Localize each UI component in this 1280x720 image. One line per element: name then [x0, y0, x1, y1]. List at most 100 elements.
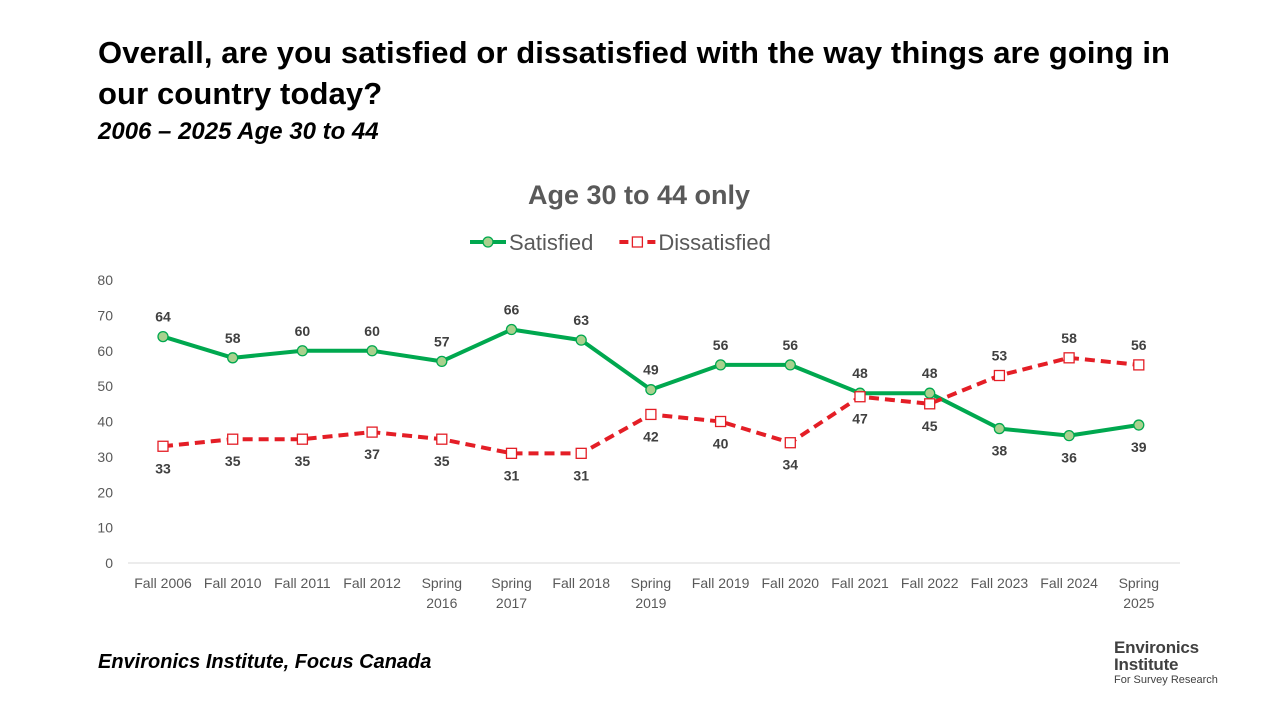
dissatisfied-data-label: 34 [783, 457, 799, 473]
dissatisfied-point [296, 433, 309, 445]
dissatisfied-point [505, 447, 518, 459]
y-tick-label: 50 [97, 378, 113, 394]
dissatisfied-data-label: 56 [1131, 337, 1147, 353]
environics-logo: Environics Institute For Survey Research [1114, 639, 1234, 687]
satisfied-point [1063, 429, 1075, 442]
dissatisfied-data-label: 37 [364, 446, 380, 462]
dissatisfied-legend-marker [631, 236, 644, 248]
satisfied-legend-label: Satisfied [509, 230, 593, 255]
y-tick-label: 70 [97, 307, 113, 323]
satisfied-point [296, 345, 309, 357]
x-tick-label: Fall 2018 [552, 575, 610, 591]
satisfied-data-label: 38 [992, 443, 1008, 459]
slide-title: Overall, are you satisfied or dissatisfi… [98, 35, 1171, 111]
dissatisfied-point [1063, 352, 1075, 364]
slide-subtitle: 2006 – 2025 Age 30 to 44 [98, 118, 379, 145]
dissatisfied-point [993, 369, 1006, 382]
dissatisfied-point [157, 440, 169, 452]
logo-line-1: Environics [1114, 638, 1199, 657]
x-tick-label: Fall 2024 [1040, 575, 1098, 591]
y-tick-label: 20 [97, 484, 113, 500]
satisfied-point [575, 334, 587, 346]
dissatisfied-data-label: 53 [992, 348, 1008, 364]
logo-line-2: Institute [1114, 655, 1179, 674]
y-tick-label: 40 [97, 414, 113, 430]
x-tick-label: Spring 2019 [631, 575, 671, 611]
satisfied-data-label: 48 [852, 365, 868, 381]
dissatisfied-legend-label: Dissatisfied [658, 230, 770, 255]
dissatisfied-data-label: 42 [643, 428, 659, 444]
y-tick-label: 0 [105, 555, 113, 571]
satisfied-data-label: 58 [225, 330, 241, 346]
chart-legend: Satisfied Dissatisfied [470, 230, 771, 255]
satisfied-point [645, 384, 657, 396]
x-axis: Fall 2006 Fall 2010 Fall 2011 Fall 2012 Spri… [128, 562, 1180, 611]
satisfied-data-label: 56 [713, 337, 729, 353]
y-tick-label: 80 [97, 272, 113, 288]
x-tick-label: Fall 2022 [901, 575, 959, 591]
satisfied-point [714, 359, 727, 371]
satisfied-point [924, 387, 936, 399]
dissatisfied-data-label: 31 [504, 467, 520, 483]
dissatisfied-point [924, 398, 936, 410]
dissatisfied-data-label: 58 [1061, 330, 1077, 346]
satisfied-point [157, 330, 169, 343]
satisfied-data-label: 48 [922, 365, 938, 381]
dissatisfied-data-label: 47 [852, 411, 868, 427]
dissatisfied-point [714, 415, 727, 428]
dissatisfied-data-label: 33 [155, 460, 171, 476]
data-labels: 64 58 60 60 57 66 63 49 56 56 48 48 38 36 39 33 35 35 37 35… [155, 302, 1147, 484]
x-tick-label: Fall 2006 [134, 575, 192, 591]
dissatisfied-point [227, 433, 239, 445]
dissatisfied-data-label: 40 [713, 436, 729, 452]
satisfied-point [505, 323, 518, 336]
x-tick-label: Spring 2016 [422, 575, 462, 611]
satisfied-data-label: 39 [1131, 439, 1147, 455]
dissatisfied-point [1133, 359, 1145, 371]
chart-title: Age 30 to 44 only [528, 180, 750, 210]
satisfied-point [366, 345, 378, 357]
satisfied-data-label: 57 [434, 333, 450, 349]
x-tick-label: Fall 2023 [971, 575, 1029, 591]
x-tick-label: Fall 2011 [274, 575, 331, 591]
satisfied-data-label: 60 [295, 323, 311, 339]
x-tick-label: Fall 2012 [343, 575, 401, 591]
dissatisfied-point [366, 426, 378, 438]
x-tick-label: Spring 2025 [1119, 575, 1159, 611]
y-tick-label: 60 [97, 343, 113, 359]
source-note: Environics Institute, Focus Canada [98, 651, 432, 673]
y-axis: 0 10 20 30 40 50 60 70 80 [97, 272, 113, 571]
satisfied-data-label: 36 [1061, 450, 1077, 466]
dissatisfied-point [575, 447, 587, 459]
dissatisfied-data-label: 31 [573, 467, 589, 483]
satisfied-point [227, 352, 239, 364]
y-tick-label: 10 [97, 520, 113, 536]
satisfied-legend-marker [482, 236, 494, 248]
x-tick-label: Spring 2017 [491, 575, 531, 611]
dissatisfied-data-label: 35 [434, 453, 450, 469]
satisfied-data-label: 49 [643, 362, 659, 378]
satisfied-data-label: 63 [573, 312, 589, 328]
dissatisfied-point [436, 433, 448, 445]
satisfied-point [784, 359, 796, 371]
satisfied-data-label: 56 [783, 337, 799, 353]
dissatisfied-point [854, 391, 866, 403]
x-tick-label: Fall 2020 [762, 575, 820, 591]
x-tick-label: Fall 2021 [831, 575, 889, 591]
dissatisfied-point [784, 437, 796, 449]
satisfied-point [436, 355, 448, 368]
dissatisfied-data-label: 45 [922, 418, 938, 434]
satisfied-data-label: 60 [364, 323, 380, 339]
logo-line-3: For Survey Research [1114, 674, 1218, 686]
satisfied-point [1133, 419, 1145, 431]
satisfied-point [993, 422, 1006, 435]
satisfied-data-label: 66 [504, 302, 520, 318]
y-tick-label: 30 [97, 449, 113, 465]
x-tick-label: Fall 2019 [692, 575, 750, 591]
dissatisfied-data-label: 35 [225, 453, 241, 469]
x-tick-label: Fall 2010 [204, 575, 262, 591]
satisfied-data-label: 64 [155, 309, 171, 325]
series-layer [157, 323, 1145, 459]
dissatisfied-data-label: 35 [295, 453, 311, 469]
